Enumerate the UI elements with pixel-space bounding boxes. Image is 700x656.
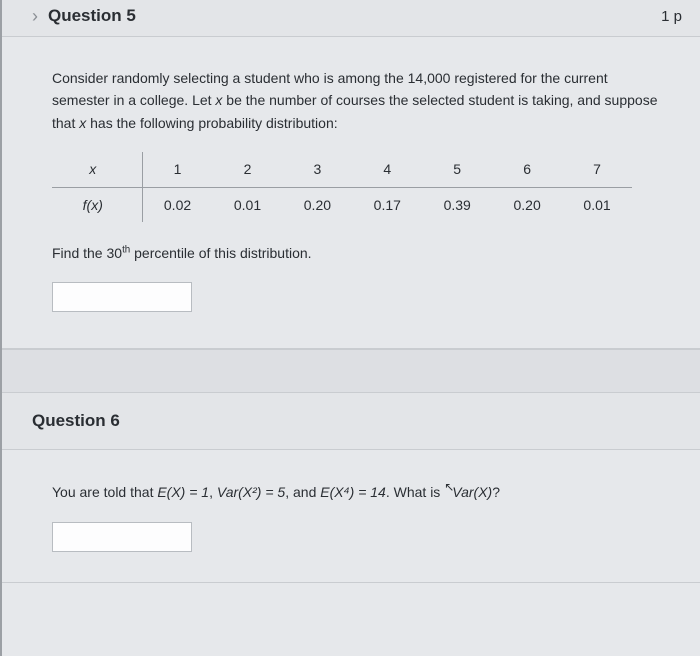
question-5-block: › Question 5 1 p Consider randomly selec… bbox=[2, 0, 700, 349]
question-6-answer-input[interactable] bbox=[52, 522, 192, 552]
probability-table: x 1 2 3 4 5 6 7 f(x) 0.02 0.01 0.20 0.17… bbox=[52, 152, 632, 222]
question-6-block: Question 6 You are told that E(X) = 1, V… bbox=[2, 393, 700, 582]
question-5-header: › Question 5 1 p bbox=[2, 0, 700, 37]
table-row-fx: f(x) 0.02 0.01 0.20 0.17 0.39 0.20 0.01 bbox=[52, 187, 632, 222]
question-6-body: You are told that E(X) = 1, Var(X²) = 5,… bbox=[2, 450, 700, 581]
question-6-answer-wrapper bbox=[52, 522, 660, 552]
fx-row-label: f(x) bbox=[52, 187, 142, 222]
question-5-answer-input[interactable] bbox=[52, 282, 192, 312]
question-5-points: 1 p bbox=[661, 8, 682, 25]
table-row-x: x 1 2 3 4 5 6 7 bbox=[52, 152, 632, 187]
question-5-find: Find the 30th percentile of this distrib… bbox=[52, 242, 660, 264]
quiz-page: › Question 5 1 p Consider randomly selec… bbox=[0, 0, 700, 656]
question-6-header: Question 6 bbox=[2, 393, 700, 450]
question-5-intro: Consider randomly selecting a student wh… bbox=[52, 67, 660, 134]
question-5-answer-wrapper bbox=[52, 282, 660, 312]
question-6-text: You are told that E(X) = 1, Var(X²) = 5,… bbox=[52, 478, 660, 503]
x-row-label: x bbox=[52, 152, 142, 187]
question-6-header-left: Question 6 bbox=[32, 411, 120, 431]
question-6-title: Question 6 bbox=[32, 411, 120, 431]
question-5-title: Question 5 bbox=[48, 6, 136, 26]
question-5-header-left: › Question 5 bbox=[32, 6, 136, 26]
chevron-right-icon: › bbox=[32, 7, 38, 25]
question-5-body: Consider randomly selecting a student wh… bbox=[2, 37, 700, 348]
question-gap bbox=[2, 349, 700, 393]
